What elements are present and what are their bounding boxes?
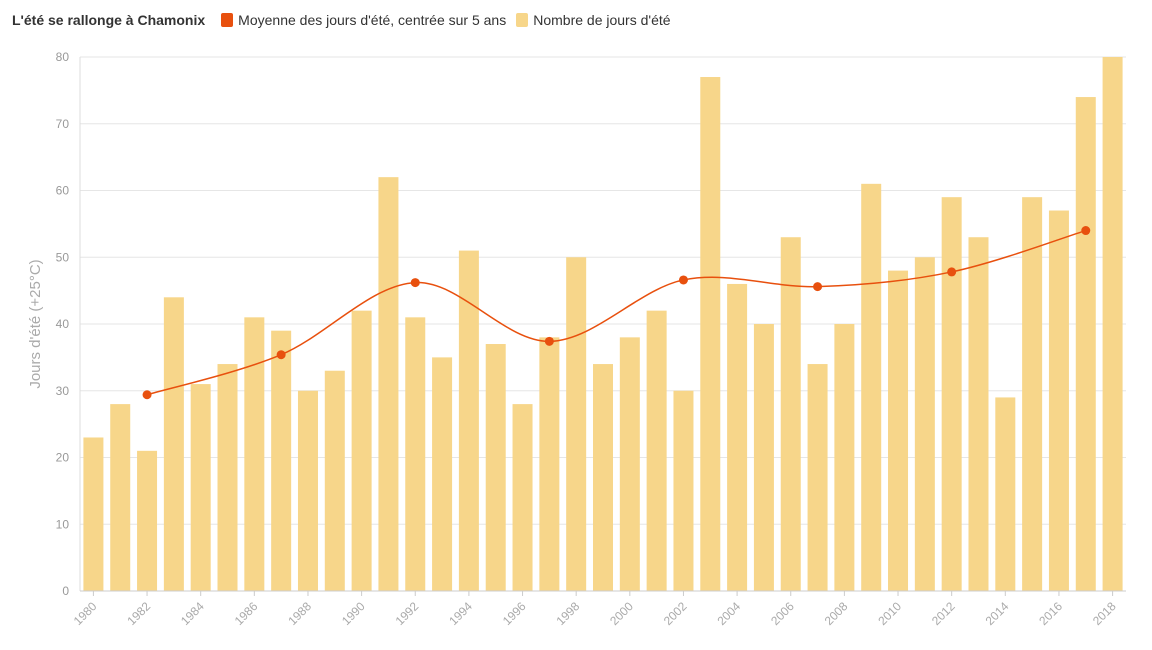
y-tick-label: 50 (56, 250, 70, 264)
bar-2008 (834, 324, 855, 591)
bar-2013 (968, 237, 989, 591)
average-point-2007 (813, 282, 823, 292)
bar-2006 (780, 237, 801, 591)
y-tick-label: 40 (56, 317, 70, 331)
y-axis-label: Jours d'été (+25°C) (27, 259, 44, 388)
x-tick-label: 1988 (285, 599, 314, 628)
x-tick-label: 2004 (714, 599, 743, 628)
y-tick-label: 70 (56, 117, 70, 131)
bar-2009 (861, 183, 882, 591)
average-point-1987 (276, 350, 286, 360)
bar-2011 (914, 257, 935, 591)
bar-1982 (137, 450, 158, 591)
bar-2003 (700, 77, 721, 591)
bar-1980 (83, 437, 104, 591)
bar-1993 (432, 357, 453, 591)
bar-2005 (753, 324, 774, 591)
y-tick-label: 30 (56, 384, 70, 398)
x-tick-label: 1992 (393, 599, 422, 628)
bar-1999 (593, 364, 613, 591)
average-point-1992 (410, 278, 420, 288)
average-point-2017 (1081, 226, 1091, 236)
bar-1990 (351, 310, 372, 591)
x-tick-label: 2018 (1090, 599, 1119, 628)
bar-1998 (566, 257, 587, 591)
x-tick-label: 1996 (500, 599, 529, 628)
bar-1985 (217, 364, 238, 591)
bar-2004 (727, 283, 748, 591)
bar-1994 (458, 250, 479, 591)
x-tick-label: 2012 (929, 599, 958, 628)
bar-2018 (1102, 57, 1123, 591)
x-tick-label: 1982 (124, 599, 153, 628)
x-tick-label: 1994 (446, 599, 475, 628)
average-point-2002 (678, 275, 688, 285)
x-tick-label: 1990 (339, 599, 368, 628)
y-tick-label: 10 (56, 517, 70, 531)
bar-1989 (324, 370, 345, 591)
y-tick-label: 0 (62, 584, 69, 598)
bar-1983 (163, 297, 184, 591)
x-tick-label: 2006 (768, 599, 797, 628)
legend-swatch-days (516, 13, 529, 27)
x-tick-label: 2008 (822, 599, 851, 628)
bar-2001 (646, 310, 667, 591)
bar-2010 (888, 270, 909, 591)
y-tick-label: 80 (56, 50, 70, 64)
x-tick-label: 2016 (1036, 599, 1065, 628)
bar-2012 (941, 197, 962, 592)
bar-1992 (405, 317, 426, 591)
bar-1991 (378, 177, 399, 591)
bar-2000 (619, 337, 640, 591)
bar-1988 (297, 390, 318, 591)
x-tick-label: 1998 (554, 599, 583, 628)
average-point-1997 (544, 336, 554, 346)
x-tick-label: 2002 (661, 599, 690, 628)
x-tick-label: 1980 (71, 599, 100, 628)
bar-1986 (244, 317, 265, 591)
legend-swatch-average (221, 13, 234, 27)
bar-2015 (1022, 197, 1043, 592)
bar-2002 (673, 390, 694, 591)
chart-title: L'été se rallonge à Chamonix (12, 12, 206, 28)
average-line (146, 229, 1086, 396)
bar-1987 (271, 330, 292, 591)
average-point-2012 (947, 267, 957, 277)
x-tick-label: 1986 (232, 599, 261, 628)
legend-item-days[interactable]: Nombre de jours d'été (516, 12, 671, 28)
bar-1981 (110, 404, 131, 591)
bar-2017 (1075, 97, 1096, 592)
x-tick-label: 1984 (178, 599, 207, 628)
bar-2007 (807, 364, 828, 591)
average-point-1982 (142, 390, 152, 400)
legend-label-average: Moyenne des jours d'été, centrée sur 5 a… (238, 12, 507, 28)
x-tick-label: 2014 (983, 599, 1012, 628)
x-tick-label: 2010 (875, 599, 904, 628)
bar-1997 (539, 337, 560, 591)
bar-1995 (485, 344, 506, 591)
y-tick-label: 60 (56, 184, 70, 198)
bar-1984 (190, 384, 211, 591)
legend: L'été se rallonge à Chamonix Moyenne des… (12, 12, 681, 28)
bar-2016 (1048, 210, 1069, 591)
bar-2014 (995, 397, 1016, 591)
x-tick-label: 2000 (607, 599, 636, 628)
legend-item-average[interactable]: Moyenne des jours d'été, centrée sur 5 a… (221, 12, 506, 28)
y-tick-label: 20 (56, 451, 70, 465)
legend-label-days: Nombre de jours d'été (533, 12, 671, 28)
bar-1996 (512, 404, 533, 591)
